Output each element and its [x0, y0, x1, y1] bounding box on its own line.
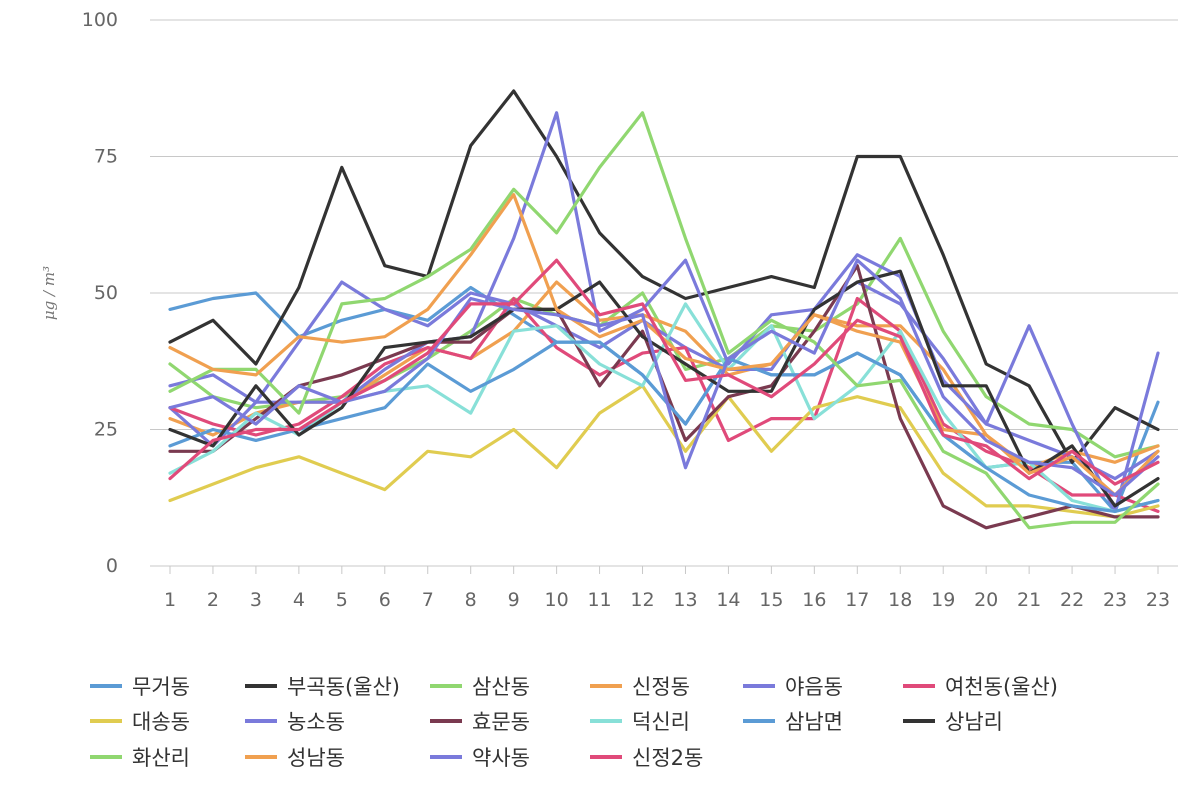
- legend-label: 화산리: [132, 746, 190, 770]
- legend-label: 효문동: [472, 710, 530, 734]
- legend-label: 여천동(울산): [945, 675, 1058, 699]
- y-tick-label: 50: [94, 282, 118, 304]
- y-axis-title: μg / m³: [40, 266, 58, 320]
- y-tick-label: 0: [106, 555, 118, 577]
- x-tick-label: 16: [802, 589, 826, 611]
- x-tick-label: 20: [974, 589, 998, 611]
- series-layer: [168, 89, 1160, 530]
- legend-label: 삼산동: [472, 675, 530, 699]
- x-tick-label: 13: [673, 589, 697, 611]
- x-tick-label: 15: [759, 589, 783, 611]
- legend-label: 부곡동(울산): [287, 675, 400, 699]
- y-tick-label: 100: [82, 9, 118, 31]
- y-tick-label: 25: [94, 419, 118, 441]
- x-tick-label: 21: [1017, 589, 1041, 611]
- series-line-15: [168, 258, 1160, 497]
- x-tick-label: 12: [630, 589, 654, 611]
- x-tick-label: 22: [1060, 589, 1084, 611]
- series-line-7: [168, 384, 1160, 519]
- legend-label: 덕신리: [632, 710, 690, 734]
- legend-label: 삼남면: [785, 710, 843, 734]
- legend-label: 농소동: [287, 710, 345, 734]
- grid-layer: [150, 19, 1178, 567]
- x-tick-label: 7: [422, 589, 434, 611]
- x-tick-label: 14: [716, 589, 740, 611]
- x-tick-label: 10: [545, 589, 569, 611]
- legend-label: 약사동: [472, 746, 530, 770]
- legend-label: 신정동: [632, 675, 690, 699]
- series-line-5: [168, 280, 1160, 481]
- legend-label: 대송동: [132, 710, 190, 734]
- series-line-11: [168, 340, 1160, 513]
- x-tick-label: 4: [293, 589, 305, 611]
- series-line-16: [168, 258, 1160, 486]
- legend-label: 신정2동: [632, 746, 703, 770]
- legend-label: 성남동: [287, 746, 345, 770]
- x-tick-label: 8: [465, 589, 477, 611]
- legend-label: 야음동: [785, 675, 843, 699]
- x-tick-label: 9: [508, 589, 520, 611]
- legend-label: 상남리: [945, 710, 1003, 734]
- x-tick-label: 23: [1146, 589, 1170, 611]
- x-tick-label: 2: [207, 589, 219, 611]
- x-tick-label: 23: [1103, 589, 1127, 611]
- x-tick-label: 5: [336, 589, 348, 611]
- x-tick-label: 1: [164, 589, 176, 611]
- x-tick-label: 18: [888, 589, 912, 611]
- series-line-13: [168, 111, 1160, 530]
- series-line-8: [168, 111, 1160, 513]
- legend-label: 무거동: [132, 675, 190, 699]
- series-line-12: [168, 269, 1160, 508]
- x-tick-label: 6: [379, 589, 391, 611]
- x-tick-label: 17: [845, 589, 869, 611]
- x-tick-label: 11: [587, 589, 611, 611]
- x-tick-label: 19: [931, 589, 955, 611]
- y-tick-label: 75: [94, 146, 118, 168]
- x-tick-label: 3: [250, 589, 262, 611]
- series-line-2: [168, 89, 1160, 464]
- legend: 무거동 부곡동(울산) 삼산동 신정동 야음동 여천동(울산) 대송동 농소동 효문동 덕신리 삼남…: [90, 675, 1058, 770]
